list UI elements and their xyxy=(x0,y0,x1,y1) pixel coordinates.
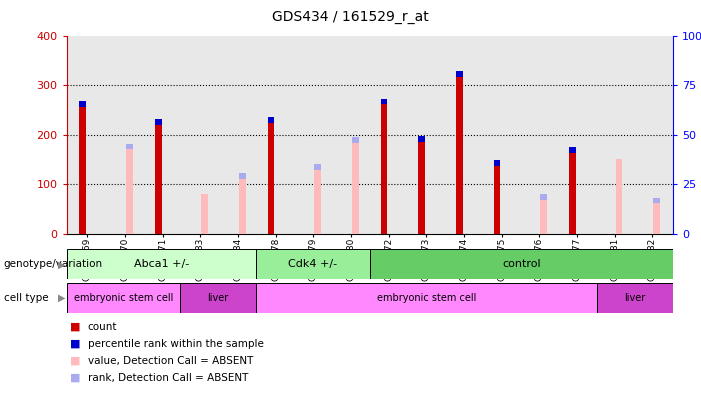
Bar xyxy=(418,136,425,234)
Bar xyxy=(381,99,388,105)
Text: Cdk4 +/-: Cdk4 +/- xyxy=(288,259,337,269)
Bar xyxy=(126,143,133,234)
Bar xyxy=(352,137,359,234)
Text: ■: ■ xyxy=(70,373,81,383)
Bar xyxy=(369,249,673,279)
Bar xyxy=(268,117,275,123)
Text: ▶: ▶ xyxy=(58,259,66,269)
Bar xyxy=(418,136,425,142)
Bar xyxy=(239,173,246,234)
Bar xyxy=(268,117,275,234)
Text: rank, Detection Call = ABSENT: rank, Detection Call = ABSENT xyxy=(88,373,248,383)
Bar xyxy=(597,283,673,313)
Bar xyxy=(79,101,86,234)
Text: genotype/variation: genotype/variation xyxy=(4,259,102,269)
Text: ■: ■ xyxy=(70,322,81,332)
Bar xyxy=(653,198,660,234)
Text: liver: liver xyxy=(625,293,646,303)
Bar xyxy=(569,147,576,234)
Text: embryonic stem cell: embryonic stem cell xyxy=(377,293,476,303)
Text: value, Detection Call = ABSENT: value, Detection Call = ABSENT xyxy=(88,356,253,366)
Text: ■: ■ xyxy=(70,356,81,366)
Bar xyxy=(315,164,321,170)
Bar xyxy=(540,194,547,200)
Bar xyxy=(615,160,622,234)
Text: GDS434 / 161529_r_at: GDS434 / 161529_r_at xyxy=(272,10,429,24)
Bar xyxy=(79,101,86,107)
Text: control: control xyxy=(502,259,540,269)
Bar xyxy=(456,71,463,234)
Text: ■: ■ xyxy=(70,339,81,349)
Bar xyxy=(239,173,246,179)
Text: cell type: cell type xyxy=(4,293,48,303)
Bar xyxy=(456,71,463,77)
Bar xyxy=(315,164,321,234)
Bar xyxy=(67,249,256,279)
Bar xyxy=(352,137,359,143)
Bar xyxy=(201,194,208,234)
Text: count: count xyxy=(88,322,117,332)
Bar xyxy=(540,194,547,234)
Text: percentile rank within the sample: percentile rank within the sample xyxy=(88,339,264,349)
Bar xyxy=(126,143,133,149)
Bar xyxy=(494,160,501,234)
Text: Abca1 +/-: Abca1 +/- xyxy=(134,259,189,269)
Bar xyxy=(494,160,501,166)
Bar xyxy=(155,119,161,234)
Text: liver: liver xyxy=(207,293,229,303)
Bar xyxy=(256,283,597,313)
Bar xyxy=(67,283,180,313)
Bar xyxy=(155,119,161,125)
Bar xyxy=(180,283,256,313)
Bar xyxy=(381,99,388,234)
Bar xyxy=(569,147,576,153)
Text: embryonic stem cell: embryonic stem cell xyxy=(74,293,173,303)
Bar xyxy=(653,198,660,204)
Text: ▶: ▶ xyxy=(58,293,66,303)
Bar xyxy=(256,249,369,279)
